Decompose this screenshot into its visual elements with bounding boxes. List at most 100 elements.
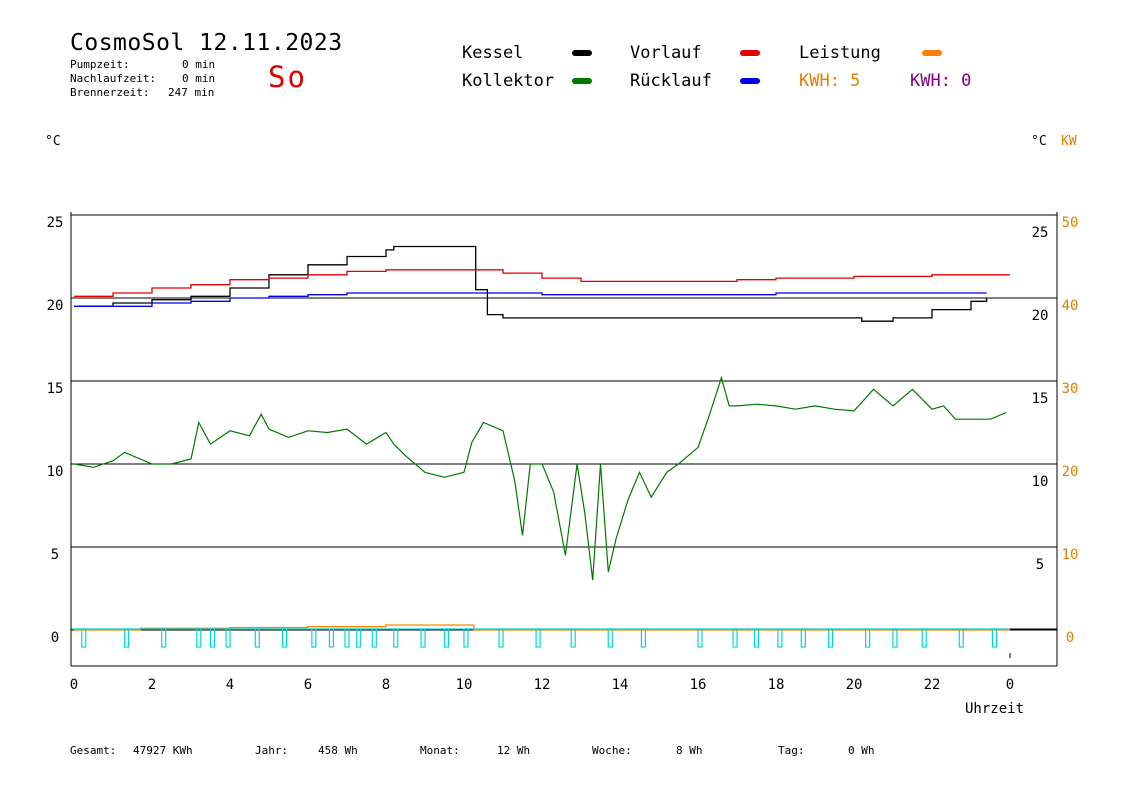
pump-pulse (921, 628, 927, 648)
y-right-kw-tick-label: 20 (1062, 464, 1079, 480)
footer-monat-label: Monat: (420, 744, 460, 757)
pump-pulse (371, 628, 377, 648)
pump-pulse (356, 628, 362, 648)
x-tick-label: 14 (612, 677, 629, 693)
y-left-tick-label: 0 (51, 630, 59, 646)
y-right-celsius-tick-label: 5 (1036, 557, 1044, 573)
y-left-tick-label: 20 (47, 298, 64, 314)
footer-tag-value: 0 Wh (848, 744, 875, 757)
footer-jahr-label: Jahr: (255, 744, 289, 757)
pump-pulse (535, 628, 541, 648)
x-tick-label: 16 (690, 677, 707, 693)
pump-pulse (161, 628, 167, 648)
pump-pulse (732, 628, 738, 648)
legend-kollektor-swatch (572, 78, 592, 84)
pump-pulse (892, 628, 898, 648)
footer-tag-label: Tag: (778, 744, 805, 757)
pump-pulse (753, 628, 760, 648)
x-tick-label: 22 (924, 677, 941, 693)
footer-gesamt-label: Gesamt: (70, 744, 117, 757)
nachlaufzeit-label: Nachlaufzeit: (70, 72, 157, 85)
right-axis-unit-celsius: °C (1031, 134, 1047, 149)
y-right-kw-tick-label: 0 (1066, 630, 1074, 646)
brennerzeit-label: Brennerzeit: (70, 86, 150, 99)
pump-pulse (800, 628, 806, 648)
weekday-label: So (268, 60, 307, 94)
y-right-celsius-tick-label: 25 (1032, 225, 1049, 241)
pump-pulse (777, 628, 783, 648)
legend-leistung-swatch (922, 50, 942, 56)
pump-pulse (607, 628, 613, 648)
pump-pulse (328, 628, 334, 648)
y-left-tick-label: 15 (47, 381, 64, 397)
ruecklauf-line (74, 292, 987, 307)
pump-pulse (991, 628, 998, 648)
legend-ruecklauf-label: Rücklauf (630, 71, 712, 91)
legend-kwh-purple: KWH: 0 (910, 71, 972, 91)
x-tick-label: 18 (768, 677, 785, 693)
legend-leistung-label: Leistung (799, 43, 881, 63)
x-tick-label: 4 (226, 677, 234, 693)
footer-monat-value: 12 Wh (497, 744, 531, 757)
left-axis-unit: °C (45, 134, 61, 149)
legend-kollektor-label: Kollektor (462, 71, 555, 91)
vorlauf-line (74, 269, 1010, 297)
y-left-tick-label: 5 (51, 547, 59, 563)
pump-pulse (570, 628, 576, 648)
legend-kessel-swatch (572, 50, 592, 56)
footer-gesamt-value: 47927 KWh (133, 744, 193, 757)
pump-pulse (124, 628, 130, 648)
pump-pulse (640, 628, 647, 648)
x-tick-label: 0 (70, 677, 78, 693)
footer-woche-label: Woche: (592, 744, 632, 757)
x-tick-label: 2 (148, 677, 156, 693)
pump-pulse (254, 628, 260, 648)
x-tick-label: 8 (382, 677, 390, 693)
x-tick-label: 6 (304, 677, 312, 693)
pump-pulse (344, 628, 350, 648)
pump-pulse (827, 628, 834, 648)
pump-pulse (225, 628, 231, 648)
y-right-kw-tick-label: 10 (1062, 547, 1079, 563)
legend-vorlauf-swatch (740, 50, 760, 56)
y-right-kw-tick-label: 40 (1062, 298, 1079, 314)
y-left-tick-label: 25 (47, 215, 64, 231)
pump-pulse (81, 628, 87, 648)
y-right-celsius-tick-label: 20 (1032, 308, 1049, 324)
pump-pulse (420, 628, 426, 648)
pumpzeit-value: 0 min (182, 58, 216, 71)
pump-pulse (393, 628, 399, 648)
x-tick-label: 10 (456, 677, 473, 693)
pump-pulse (282, 628, 288, 648)
legend-ruecklauf-swatch (740, 78, 760, 84)
pump-pulse (311, 628, 317, 648)
pump-pulse (209, 628, 216, 648)
y-right-kw-tick-label: 50 (1062, 215, 1079, 231)
pump-pulse (697, 628, 703, 648)
nachlaufzeit-value: 0 min (182, 72, 216, 85)
legend-kwh-orange: KWH: 5 (799, 71, 861, 91)
brennerzeit-value: 247 min (168, 86, 215, 99)
pump-pulse (443, 628, 450, 648)
chart-title: CosmoSol 12.11.2023 (70, 30, 343, 56)
pump-pulse (498, 628, 504, 648)
x-tick-label: 12 (534, 677, 551, 693)
x-axis-title: Uhrzeit (965, 701, 1025, 717)
y-left-tick-label: 10 (47, 464, 64, 480)
y-right-celsius-tick-label: 15 (1032, 391, 1049, 407)
footer-woche-value: 8 Wh (676, 744, 703, 757)
kessel-line (74, 245, 988, 322)
pump-pulse (196, 628, 202, 648)
pumpzeit-label: Pumpzeit: (70, 58, 130, 71)
pump-pulse (463, 628, 469, 648)
x-tick-label: 20 (846, 677, 863, 693)
y-right-kw-tick-label: 30 (1062, 381, 1079, 397)
footer-jahr-value: 458 Wh (318, 744, 358, 757)
pump-pulse (958, 628, 964, 648)
pump-pulse (865, 628, 871, 648)
legend-kessel-label: Kessel (462, 43, 524, 63)
right-axis-unit-kw: KW (1061, 134, 1077, 149)
legend-vorlauf-label: Vorlauf (630, 43, 702, 63)
x-tick-label: 0 (1006, 677, 1014, 693)
